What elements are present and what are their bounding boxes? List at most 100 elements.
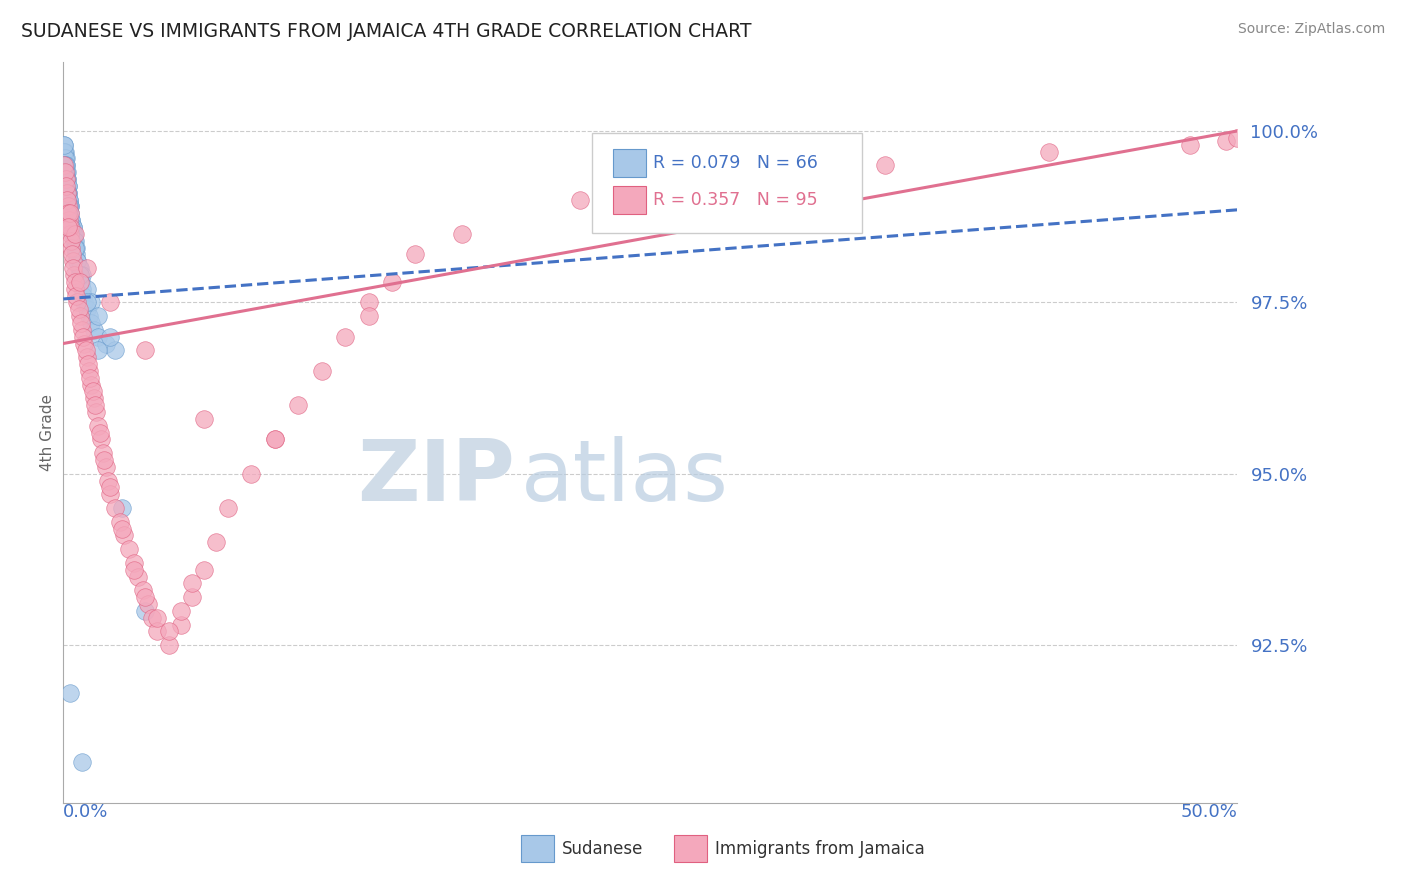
Point	[87, 418, 110, 433]
Point	[1038, 145, 1060, 159]
Point	[169, 617, 191, 632]
Point	[63, 241, 86, 255]
Point	[111, 501, 134, 516]
Point	[94, 336, 117, 351]
Point	[59, 219, 82, 234]
Point	[1215, 134, 1237, 148]
Point	[56, 172, 79, 186]
Point	[146, 611, 169, 625]
Point	[62, 219, 84, 234]
Point	[1180, 137, 1202, 152]
Point	[65, 288, 87, 302]
Point	[59, 206, 82, 220]
Point	[58, 213, 80, 227]
Point	[79, 371, 101, 385]
Point	[58, 186, 80, 200]
Text: R = 0.357   N = 95: R = 0.357 N = 95	[652, 191, 817, 209]
Point	[132, 583, 155, 598]
Text: ZIP: ZIP	[357, 435, 515, 518]
Point	[70, 316, 93, 330]
Point	[53, 137, 76, 152]
Point	[56, 172, 79, 186]
Point	[55, 178, 77, 193]
Point	[568, 193, 591, 207]
Point	[56, 199, 79, 213]
Point	[56, 178, 79, 193]
Point	[59, 206, 82, 220]
Point	[53, 145, 76, 159]
Point	[56, 186, 79, 200]
Point	[55, 165, 77, 179]
Point	[1226, 131, 1249, 145]
Point	[62, 261, 84, 276]
Point	[111, 522, 134, 536]
Point	[58, 186, 80, 200]
Point	[205, 535, 228, 549]
Point	[181, 590, 204, 604]
Point	[59, 199, 82, 213]
Point	[59, 227, 82, 241]
Point	[98, 480, 121, 494]
Point	[76, 302, 98, 317]
Point	[59, 199, 82, 213]
Point	[53, 137, 76, 152]
Point	[112, 528, 135, 542]
Point	[875, 158, 897, 172]
Point	[80, 295, 103, 310]
Point	[193, 412, 215, 426]
Point	[263, 433, 285, 447]
Point	[55, 152, 77, 166]
Point	[134, 590, 156, 604]
Point	[58, 206, 80, 220]
Point	[66, 254, 89, 268]
Point	[62, 227, 84, 241]
Point	[69, 268, 91, 282]
Point	[84, 405, 107, 419]
Point	[451, 227, 474, 241]
Point	[193, 563, 215, 577]
Point	[157, 624, 180, 639]
Point	[63, 227, 86, 241]
Point	[67, 302, 90, 317]
Point	[60, 241, 83, 255]
Point	[141, 611, 163, 625]
Point	[72, 329, 94, 343]
Point	[56, 165, 79, 179]
Point	[104, 343, 127, 358]
Point	[169, 604, 191, 618]
Point	[70, 268, 93, 282]
Point	[58, 193, 80, 207]
Point	[87, 329, 110, 343]
Text: R = 0.079   N = 66: R = 0.079 N = 66	[652, 154, 817, 172]
Point	[75, 343, 97, 358]
Point	[122, 556, 145, 570]
Point	[63, 227, 86, 241]
Point	[53, 152, 76, 166]
Text: SUDANESE VS IMMIGRANTS FROM JAMAICA 4TH GRADE CORRELATION CHART: SUDANESE VS IMMIGRANTS FROM JAMAICA 4TH …	[21, 22, 752, 41]
Point	[405, 247, 427, 261]
Point	[55, 172, 77, 186]
Point	[63, 241, 86, 255]
Text: Immigrants from Jamaica: Immigrants from Jamaica	[714, 839, 925, 858]
Point	[146, 624, 169, 639]
Point	[108, 515, 131, 529]
Point	[60, 219, 83, 234]
Point	[69, 261, 91, 276]
Point	[94, 459, 117, 474]
Point	[56, 219, 79, 234]
Point	[134, 604, 156, 618]
Point	[58, 199, 80, 213]
Point	[55, 158, 77, 172]
FancyBboxPatch shape	[613, 186, 645, 214]
Point	[89, 425, 111, 440]
Point	[60, 213, 83, 227]
Point	[118, 542, 141, 557]
Point	[127, 569, 149, 583]
Point	[53, 158, 76, 172]
Point	[58, 193, 80, 207]
Point	[98, 295, 121, 310]
Point	[53, 145, 76, 159]
Point	[73, 336, 96, 351]
Point	[55, 172, 77, 186]
Point	[62, 219, 84, 234]
